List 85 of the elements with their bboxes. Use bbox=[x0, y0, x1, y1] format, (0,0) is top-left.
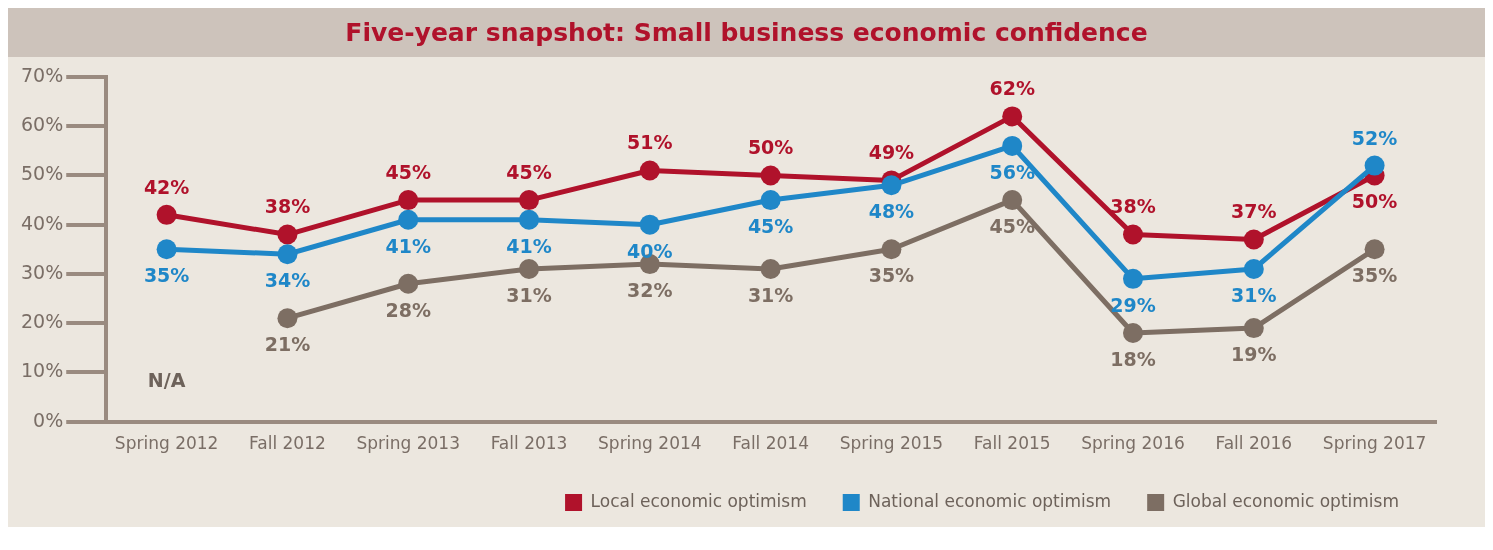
data-label: 38% bbox=[264, 195, 311, 218]
x-tick-label: Spring 2012 bbox=[114, 433, 219, 454]
point bbox=[760, 165, 781, 186]
legend-label: National economic optimism bbox=[868, 490, 1112, 511]
data-label: 41% bbox=[506, 234, 552, 257]
y-tick-label: 20% bbox=[21, 310, 64, 333]
x-tick-label: Fall 2012 bbox=[249, 433, 326, 454]
x-tick-label: Fall 2014 bbox=[732, 433, 809, 454]
point bbox=[1123, 322, 1144, 343]
point bbox=[1364, 155, 1385, 176]
data-label: 51% bbox=[627, 131, 673, 154]
point bbox=[156, 239, 177, 260]
point bbox=[760, 190, 781, 211]
data-label: 28% bbox=[385, 298, 431, 321]
data-label: 31% bbox=[747, 283, 794, 306]
x-tick-label: Spring 2013 bbox=[356, 433, 460, 454]
point bbox=[1364, 239, 1385, 260]
data-label: 40% bbox=[627, 239, 673, 262]
y-tick-label: 50% bbox=[21, 162, 64, 185]
point bbox=[1123, 224, 1144, 245]
point bbox=[639, 160, 660, 181]
point bbox=[881, 239, 902, 260]
x-tick-label: Spring 2014 bbox=[598, 433, 702, 454]
point bbox=[1002, 106, 1023, 127]
annotation: N/A bbox=[147, 368, 186, 391]
data-label: 50% bbox=[747, 136, 794, 159]
data-label: 50% bbox=[1351, 190, 1398, 213]
point bbox=[277, 244, 298, 265]
y-tick-label: 70% bbox=[21, 63, 64, 86]
data-label: 18% bbox=[1110, 347, 1156, 370]
x-tick-label: Spring 2016 bbox=[1081, 433, 1185, 454]
x-tick-label: Spring 2015 bbox=[839, 433, 944, 454]
point bbox=[519, 190, 540, 211]
data-label: 31% bbox=[1231, 283, 1277, 306]
data-label: 45% bbox=[506, 161, 552, 184]
point bbox=[1243, 258, 1264, 279]
y-tick-label: 60% bbox=[21, 113, 64, 136]
point bbox=[760, 258, 781, 279]
data-label: 45% bbox=[385, 161, 431, 184]
point bbox=[881, 175, 902, 196]
data-label: 49% bbox=[868, 141, 915, 164]
point bbox=[639, 214, 660, 235]
x-tick-label: Fall 2016 bbox=[1215, 433, 1293, 454]
data-label: 38% bbox=[1110, 195, 1156, 218]
data-label: 37% bbox=[1231, 200, 1277, 223]
point bbox=[1243, 318, 1264, 339]
point bbox=[1123, 268, 1144, 289]
y-tick-label: 40% bbox=[21, 211, 64, 234]
data-label: 32% bbox=[627, 279, 673, 302]
point bbox=[277, 308, 298, 329]
data-label: 42% bbox=[143, 175, 190, 198]
chart-title: Five-year snapshot: Small business economic confidence bbox=[8, 8, 1485, 57]
legend-label: Local economic optimism bbox=[590, 490, 807, 511]
data-label: 56% bbox=[989, 160, 1035, 183]
point bbox=[156, 204, 177, 225]
data-label: 45% bbox=[989, 215, 1035, 238]
data-label: 35% bbox=[868, 264, 915, 287]
data-label: 52% bbox=[1351, 126, 1398, 149]
y-tick-label: 30% bbox=[21, 260, 64, 283]
point bbox=[398, 190, 419, 211]
data-label: 35% bbox=[143, 264, 190, 287]
data-label: 29% bbox=[1110, 293, 1156, 316]
legend-label: Global economic optimism bbox=[1172, 490, 1400, 511]
point bbox=[398, 209, 419, 230]
data-label: 19% bbox=[1231, 343, 1277, 365]
x-tick-label: Spring 2017 bbox=[1322, 433, 1427, 454]
point bbox=[1002, 190, 1023, 211]
data-label: 45% bbox=[747, 215, 794, 238]
x-tick-label: Fall 2015 bbox=[973, 433, 1051, 454]
y-tick-label: 0% bbox=[33, 408, 64, 431]
x-tick-label: Fall 2013 bbox=[490, 433, 568, 454]
point bbox=[398, 273, 419, 294]
data-label: 48% bbox=[868, 200, 915, 223]
data-label: 35% bbox=[1351, 264, 1398, 287]
data-label: 34% bbox=[264, 269, 311, 292]
point bbox=[519, 209, 540, 230]
point bbox=[1002, 135, 1023, 156]
data-label: 62% bbox=[989, 77, 1035, 100]
data-label: 31% bbox=[506, 283, 552, 306]
point bbox=[519, 258, 540, 279]
y-tick-label: 10% bbox=[21, 359, 64, 382]
data-label: 41% bbox=[385, 234, 431, 257]
point bbox=[277, 224, 298, 245]
data-label: 21% bbox=[264, 333, 311, 356]
point bbox=[1243, 229, 1264, 250]
